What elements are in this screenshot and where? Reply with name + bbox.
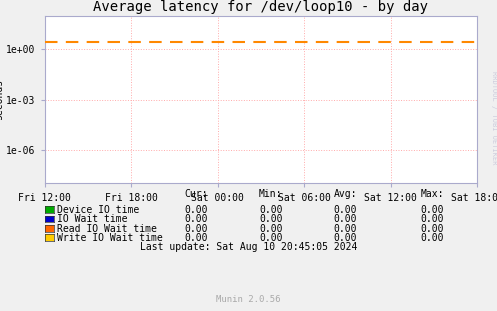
Text: 0.00: 0.00: [420, 224, 444, 234]
Text: 0.00: 0.00: [184, 224, 208, 234]
Text: 0.00: 0.00: [333, 224, 357, 234]
Text: Device IO time: Device IO time: [57, 205, 139, 215]
Text: 0.00: 0.00: [259, 214, 283, 224]
Text: RRDTOOL / TOBI OETIKER: RRDTOOL / TOBI OETIKER: [491, 72, 497, 165]
Title: Average latency for /dev/loop10 - by day: Average latency for /dev/loop10 - by day: [93, 0, 428, 14]
Y-axis label: seconds: seconds: [0, 79, 3, 120]
Text: 0.00: 0.00: [184, 233, 208, 243]
Text: 0.00: 0.00: [259, 224, 283, 234]
Text: Write IO Wait time: Write IO Wait time: [57, 233, 163, 243]
Text: 0.00: 0.00: [420, 205, 444, 215]
Text: 0.00: 0.00: [333, 233, 357, 243]
Text: Cur:: Cur:: [184, 189, 208, 199]
Text: Max:: Max:: [420, 189, 444, 199]
Text: Last update: Sat Aug 10 20:45:05 2024: Last update: Sat Aug 10 20:45:05 2024: [140, 242, 357, 252]
Text: Munin 2.0.56: Munin 2.0.56: [216, 295, 281, 304]
Text: 0.00: 0.00: [420, 233, 444, 243]
Text: 0.00: 0.00: [333, 214, 357, 224]
Text: 0.00: 0.00: [259, 205, 283, 215]
Text: 0.00: 0.00: [333, 205, 357, 215]
Text: 0.00: 0.00: [184, 205, 208, 215]
Text: 0.00: 0.00: [184, 214, 208, 224]
Text: Read IO Wait time: Read IO Wait time: [57, 224, 157, 234]
Text: IO Wait time: IO Wait time: [57, 214, 128, 224]
Text: 0.00: 0.00: [259, 233, 283, 243]
Text: 0.00: 0.00: [420, 214, 444, 224]
Text: Avg:: Avg:: [333, 189, 357, 199]
Text: Min:: Min:: [259, 189, 283, 199]
